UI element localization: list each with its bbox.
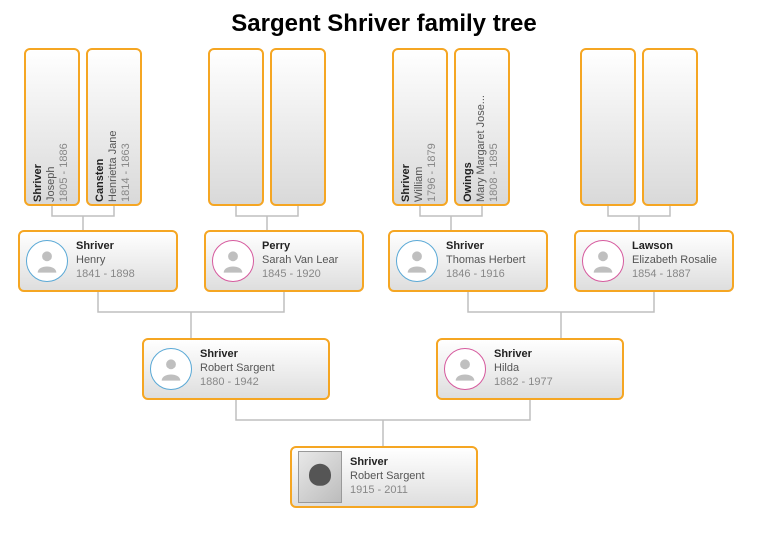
- ancestor-card[interactable]: [580, 48, 636, 206]
- avatar-male: [150, 348, 192, 390]
- surname: Shriver: [494, 348, 553, 362]
- person-card[interactable]: ShriverHenry1841 - 1898: [18, 230, 178, 292]
- given-name: Henrietta Jane: [107, 52, 120, 202]
- person-icon: [403, 247, 431, 275]
- person-info: ShriverHenry1841 - 1898: [76, 240, 135, 281]
- person-card[interactable]: ShriverHilda1882 - 1977: [436, 338, 624, 400]
- given-name: William: [413, 52, 426, 202]
- person-info: ShriverHilda1882 - 1977: [494, 348, 553, 389]
- surname: Shriver: [350, 456, 425, 470]
- ancestor-card[interactable]: ShriverJoseph1805 - 1886: [24, 48, 80, 206]
- person-info: PerrySarah Van Lear1845 - 1920: [262, 240, 338, 281]
- years: 1845 - 1920: [262, 268, 338, 282]
- ancestor-card[interactable]: [270, 48, 326, 206]
- given-name: Sarah Van Lear: [262, 254, 338, 268]
- ancestor-card[interactable]: ShriverWilliam1796 - 1879: [392, 48, 448, 206]
- ancestor-card[interactable]: CanstenHenrietta Jane1814 - 1863: [86, 48, 142, 206]
- years: 1882 - 1977: [494, 376, 553, 390]
- years: 1805 - 1886: [59, 52, 72, 202]
- connector: [420, 206, 482, 216]
- years: 1854 - 1887: [632, 268, 717, 282]
- ancestor-card[interactable]: OwingsMary Margaret Jose...1808 - 1895: [454, 48, 510, 206]
- surname: Shriver: [446, 240, 525, 254]
- years: 1846 - 1916: [446, 268, 525, 282]
- years: 1796 - 1879: [427, 52, 440, 202]
- avatar-female: [582, 240, 624, 282]
- given-name: Robert Sargent: [350, 470, 425, 484]
- avatar-male: [26, 240, 68, 282]
- surname: Shriver: [76, 240, 135, 254]
- person-info: ShriverRobert Sargent1880 - 1942: [200, 348, 275, 389]
- ancestor-text: OwingsMary Margaret Jose...1808 - 1895: [462, 52, 502, 202]
- surname: Lawson: [632, 240, 717, 254]
- surname: Cansten: [94, 52, 107, 202]
- given-name: Henry: [76, 254, 135, 268]
- given-name: Mary Margaret Jose...: [475, 52, 488, 202]
- surname: Shriver: [400, 52, 413, 202]
- given-name: Hilda: [494, 362, 553, 376]
- ancestor-card[interactable]: [208, 48, 264, 206]
- person-icon: [33, 247, 61, 275]
- ancestor-text: ShriverWilliam1796 - 1879: [400, 52, 440, 202]
- person-card[interactable]: ShriverRobert Sargent1915 - 2011: [290, 446, 478, 508]
- person-card[interactable]: ShriverRobert Sargent1880 - 1942: [142, 338, 330, 400]
- connector: [98, 292, 284, 312]
- given-name: Thomas Herbert: [446, 254, 525, 268]
- surname: Owings: [462, 52, 475, 202]
- person-card[interactable]: LawsonElizabeth Rosalie1854 - 1887: [574, 230, 734, 292]
- avatar-male: [396, 240, 438, 282]
- connector: [52, 206, 114, 216]
- person-icon: [157, 355, 185, 383]
- person-card[interactable]: PerrySarah Van Lear1845 - 1920: [204, 230, 364, 292]
- avatar-female: [444, 348, 486, 390]
- connector: [236, 400, 530, 420]
- surname: Shriver: [32, 52, 45, 202]
- ancestor-text: ShriverJoseph1805 - 1886: [32, 52, 72, 202]
- person-info: ShriverRobert Sargent1915 - 2011: [350, 456, 425, 497]
- avatar-female: [212, 240, 254, 282]
- years: 1814 - 1863: [121, 52, 134, 202]
- person-info: ShriverThomas Herbert1846 - 1916: [446, 240, 525, 281]
- person-icon: [589, 247, 617, 275]
- surname: Shriver: [200, 348, 275, 362]
- surname: Perry: [262, 240, 338, 254]
- person-icon: [451, 355, 479, 383]
- person-icon: [219, 247, 247, 275]
- given-name: Robert Sargent: [200, 362, 275, 376]
- given-name: Elizabeth Rosalie: [632, 254, 717, 268]
- given-name: Joseph: [45, 52, 58, 202]
- person-photo: [298, 451, 342, 503]
- person-info: LawsonElizabeth Rosalie1854 - 1887: [632, 240, 717, 281]
- years: 1880 - 1942: [200, 376, 275, 390]
- page-title: Sargent Shriver family tree: [0, 10, 768, 38]
- years: 1915 - 2011: [350, 484, 425, 498]
- connector: [236, 206, 298, 216]
- connector: [468, 292, 654, 312]
- ancestor-card[interactable]: [642, 48, 698, 206]
- connector: [608, 206, 670, 216]
- years: 1841 - 1898: [76, 268, 135, 282]
- years: 1808 - 1895: [489, 52, 502, 202]
- ancestor-text: CanstenHenrietta Jane1814 - 1863: [94, 52, 134, 202]
- person-card[interactable]: ShriverThomas Herbert1846 - 1916: [388, 230, 548, 292]
